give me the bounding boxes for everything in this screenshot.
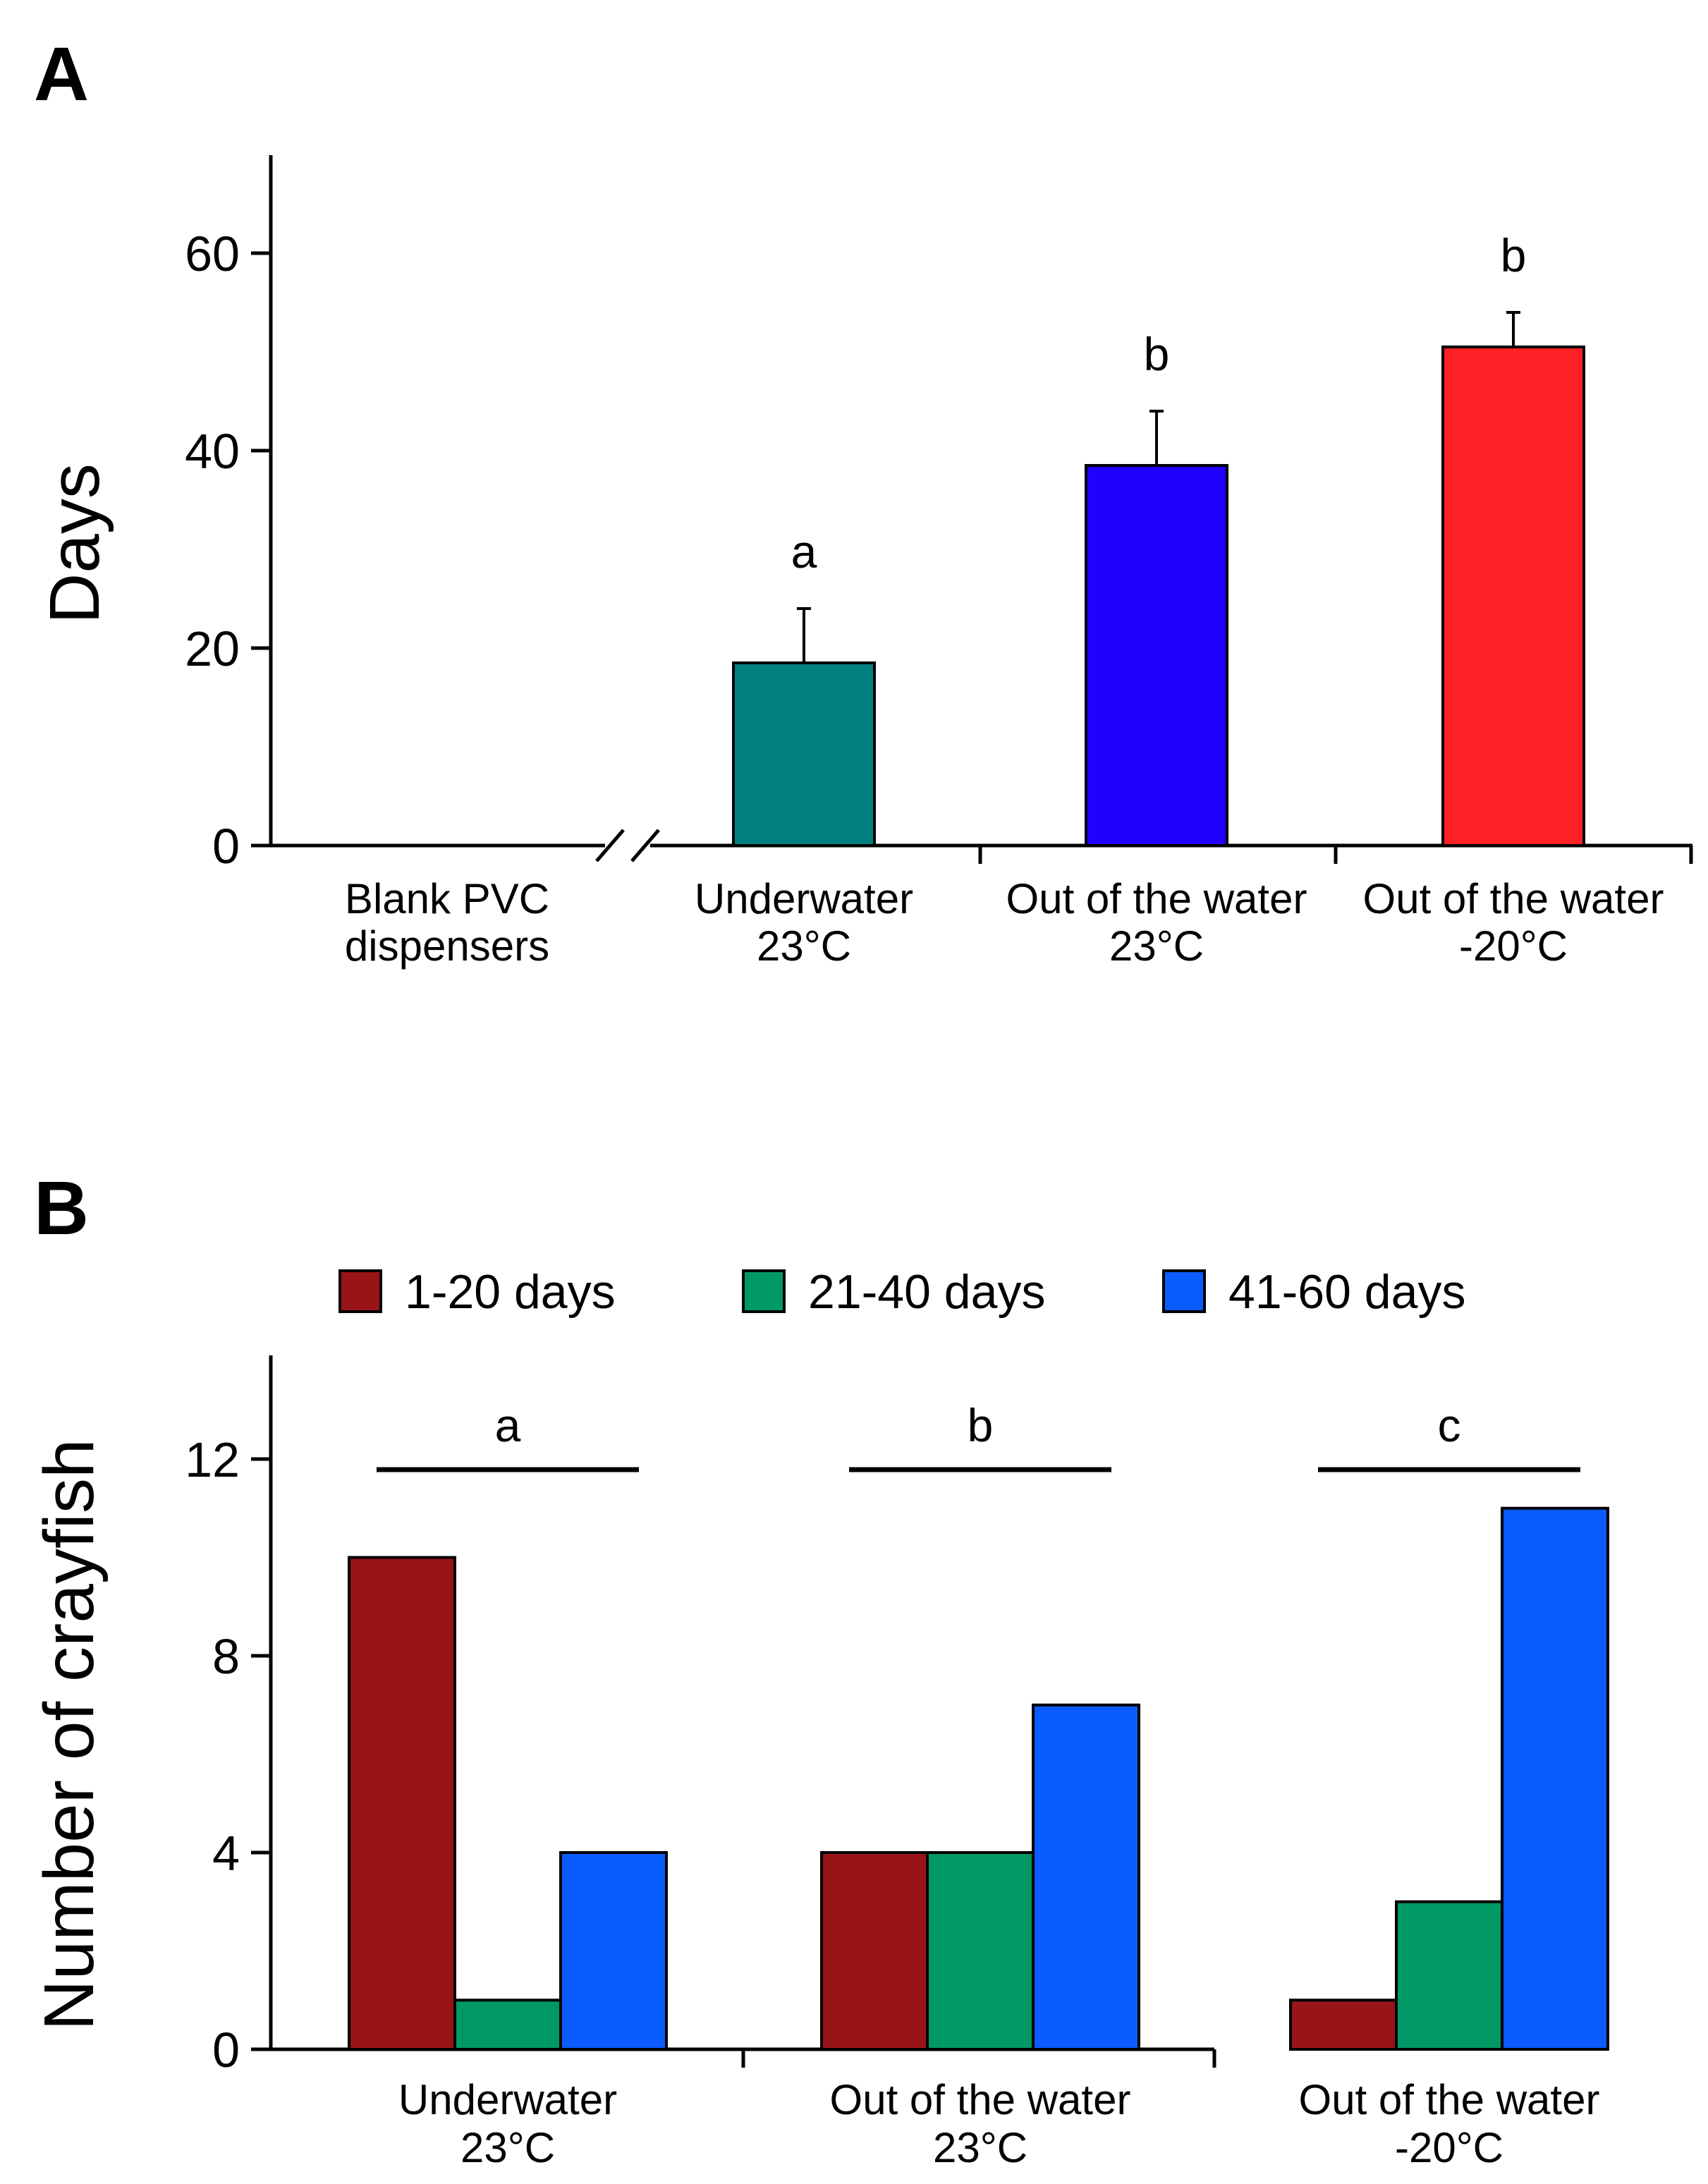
panel-b-y-tick-label: 12	[185, 1432, 240, 1487]
legend-label: 1-20 days	[405, 1265, 616, 1319]
panel-a-axis-break-mark	[595, 829, 625, 862]
legend-label: 21-40 days	[808, 1265, 1045, 1319]
legend-swatch	[338, 1269, 382, 1313]
panel-a-x-category-label: Out of the water	[1006, 875, 1307, 922]
panel-a-x-category-label: Blank PVC	[345, 875, 549, 922]
panel-b-x-category-label: -20°C	[1395, 2124, 1503, 2171]
panel-b-significance-letter: b	[968, 1399, 994, 1451]
panel-a-x-category-label: 23°C	[757, 922, 851, 970]
panel-letter-a: A	[34, 31, 89, 116]
panel-a-x-category-label: 23°C	[1109, 922, 1204, 970]
panel-b-bar	[1032, 1703, 1140, 2051]
panel-b-bar	[1395, 1900, 1503, 2051]
panel-a-y-tick-label: 20	[185, 621, 240, 676]
panel-b-y-tick-label: 0	[212, 2023, 240, 2078]
panel-b-bar	[559, 1851, 668, 2051]
panel-b-x-category-label: 23°C	[460, 2124, 555, 2171]
panel-b-bar	[453, 1999, 562, 2051]
panel-letter-b: B	[34, 1165, 89, 1250]
panel-b-bar	[348, 1556, 456, 2051]
legend-swatch	[742, 1269, 786, 1313]
panel-b-x-category-label: Out of the water	[830, 2076, 1131, 2123]
panel-a-bar	[732, 661, 876, 847]
panel-b: B Number of crayfish 1-20 days 21-40 days…	[30, 1165, 1609, 2171]
panel-b-bar	[1289, 1999, 1398, 2051]
panel-b-bar	[926, 1851, 1035, 2051]
panel-a-bar	[1441, 346, 1585, 847]
panel-b-significance-letter: a	[495, 1399, 521, 1451]
panel-a-y-tick-label: 40	[185, 424, 240, 479]
legend-swatch	[1162, 1269, 1206, 1313]
panel-a-x-category-label: dispensers	[345, 922, 549, 970]
panel-a-significance-letter: a	[791, 525, 817, 578]
legend-label: 41-60 days	[1228, 1265, 1465, 1319]
panel-a-axis-break-mark	[630, 829, 660, 862]
panel-b-x-category-label: 23°C	[933, 2124, 1027, 2171]
panel-a-significance-letter: b	[1144, 328, 1170, 380]
panel-a-y-tick-label: 60	[185, 226, 240, 281]
panel-b-x-category-label: Underwater	[398, 2076, 617, 2123]
panel-b-x-category-label: Out of the water	[1299, 2076, 1600, 2123]
panel-a-bar	[1085, 464, 1228, 847]
panel-a-significance-letter: b	[1501, 229, 1527, 281]
panel-b-bar	[1501, 1506, 1609, 2051]
panel-b-significance-letter: c	[1438, 1399, 1461, 1451]
panel-b-y-tick-label: 8	[212, 1629, 240, 1684]
panel-a-x-category-label: Underwater	[695, 875, 913, 922]
panel-a-y-tick-label: 0	[212, 819, 240, 874]
panel-b-bar	[820, 1851, 929, 2051]
panel-a-x-category-label: Out of the water	[1363, 875, 1664, 922]
panel-b-legend: 1-20 days 21-40 days 41-60 days	[338, 1265, 1465, 1319]
panel-a-y-axis-label: Days	[35, 463, 114, 624]
panel-b-y-tick-label: 4	[212, 1826, 240, 1881]
panel-a-x-category-label: -20°C	[1459, 922, 1568, 970]
panel-b-y-axis-label: Number of crayfish	[30, 1439, 109, 2030]
